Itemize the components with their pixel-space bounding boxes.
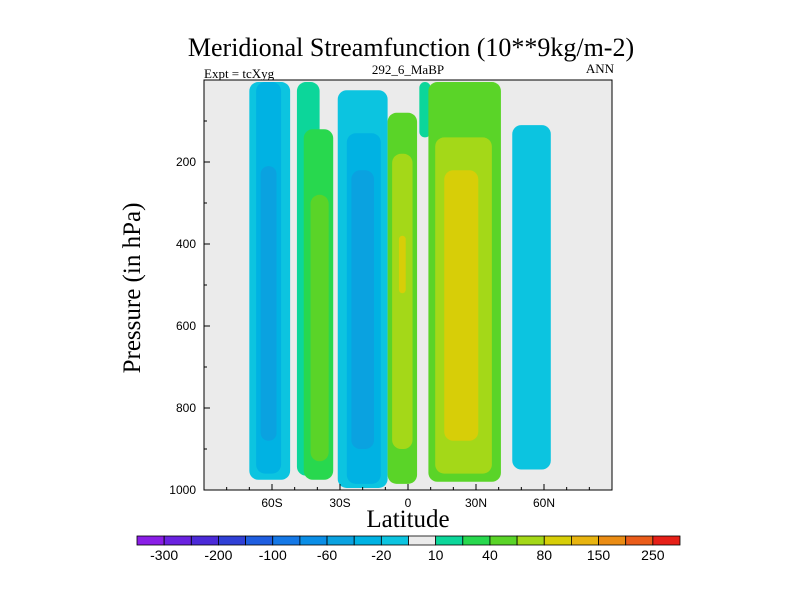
colorbar-swatch [652,535,681,546]
colorbar-swatch [598,535,627,546]
colorbar-swatch [245,535,274,546]
colorbar-swatch [543,535,572,546]
colorbar-swatch [625,535,654,546]
colorbar-label: 80 [536,547,552,563]
y-axis: 200 400 600 800 1000 [169,120,210,497]
colorbar-label: -60 [317,547,337,563]
contour-region [260,166,277,441]
x-tick-label: 60N [533,496,555,510]
colorbar: -300 -200 -100 -60 -20 10 40 80 150 250 [136,535,681,563]
colorbar-swatch [571,535,599,546]
colorbar-swatch [163,535,192,546]
contour-region [396,367,406,433]
colorbar-swatch [218,535,246,546]
colorbar-swatch [353,535,382,546]
contour-region [398,235,406,294]
x-tick-label: 30N [465,496,487,510]
colorbar-label: -300 [150,547,178,563]
chart-title: Meridional Streamfunction (10**9kg/m-2) [188,33,634,62]
x-tick-label: 30S [329,496,350,510]
x-axis: 60S 30S 0 30N 60N [226,484,590,510]
contour-region [419,82,431,138]
y-tick-label: 1000 [169,483,196,497]
colorbar-swatch [299,535,328,546]
contour-region [310,194,329,462]
contour-region [213,82,234,462]
y-axis-title: Pressure (in hPa) [119,203,146,374]
y-tick-label: 400 [176,237,196,251]
colorbar-swatch [408,535,437,546]
colorbar-label: 250 [641,547,665,563]
x-tick-label: 60S [261,496,282,510]
y-tick-label: 800 [176,401,196,415]
colorbar-swatch [380,535,409,546]
colorbar-swatch [435,535,464,546]
plot-area: 60S 30S 0 30N 60N 200 400 600 800 1000 [169,79,613,510]
colorbar-swatch [462,535,491,546]
x-axis-title: Latitude [366,506,449,533]
colorbar-swatch [516,535,545,546]
colorbar-swatch [326,535,355,546]
contour-layer [213,82,558,488]
y-tick-label: 600 [176,319,196,333]
colorbar-swatch [136,535,165,546]
colorbar-swatch [190,535,219,546]
colorbar-label: -20 [371,547,391,563]
colorbar-label: -100 [259,547,287,563]
colorbar-label: 40 [482,547,498,563]
colorbar-label: 150 [587,547,611,563]
x-tick-label: 0 [405,496,412,510]
subtitle-center: 292_6_MaBP [372,62,444,77]
colorbar-label: -200 [204,547,232,563]
colorbar-swatch [489,535,518,546]
colorbar-swatch [272,535,301,546]
subtitle-right: ANN [586,61,615,76]
contour-region [351,170,374,449]
subtitle-left: Expt = tcXyg [204,66,275,81]
y-tick-label: 200 [176,155,196,169]
contour-region [512,125,551,470]
colorbar-label: 10 [428,547,444,563]
contour-region [444,170,479,441]
